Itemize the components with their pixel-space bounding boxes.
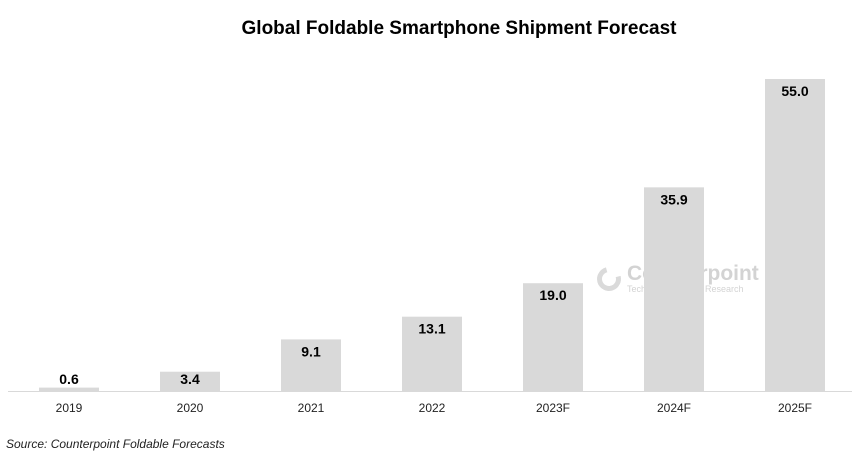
x-tick-label: 2022 [419, 401, 446, 415]
x-tick-label: 2025F [778, 401, 812, 415]
x-tick-label: 2021 [298, 401, 325, 415]
data-label: 55.0 [781, 83, 808, 99]
source-note: Source: Counterpoint Foldable Forecasts [6, 437, 225, 451]
x-tick-label: 2020 [177, 401, 204, 415]
data-label: 35.9 [660, 191, 687, 207]
bar-2020 [160, 371, 220, 391]
x-tick-label: 2024F [657, 401, 691, 415]
bar-2023F [523, 283, 583, 391]
chart-title: Global Foldable Smartphone Shipment Fore… [241, 18, 677, 39]
data-label: 19.0 [539, 287, 566, 303]
x-tick-label: 2019 [56, 401, 83, 415]
data-label: 0.6 [59, 371, 79, 387]
bar-2019 [39, 387, 99, 391]
data-label: 13.1 [418, 321, 445, 337]
data-label: 3.4 [180, 371, 200, 387]
bar-2024F [644, 187, 704, 391]
bar-2021 [281, 339, 341, 391]
x-tick-label: 2023F [536, 401, 570, 415]
bar-2022 [402, 316, 462, 391]
data-label: 9.1 [301, 343, 321, 359]
bar-2025F [765, 79, 825, 391]
